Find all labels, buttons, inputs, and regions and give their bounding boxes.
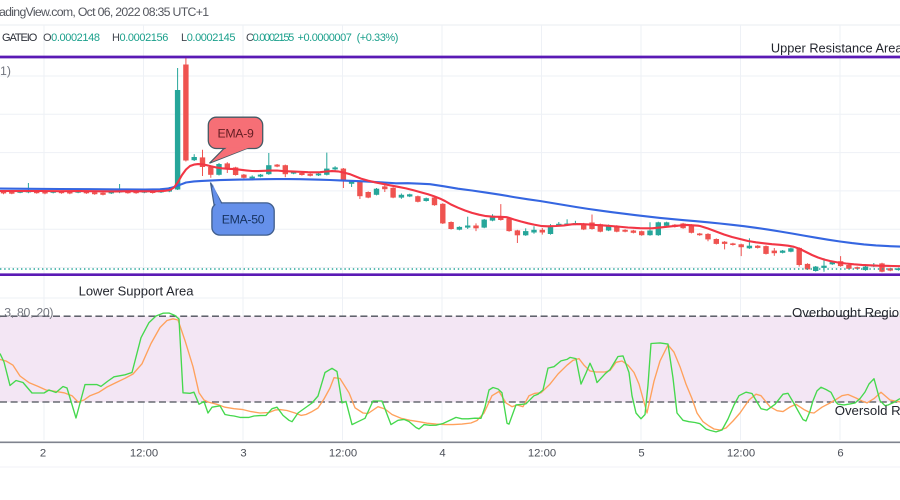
svg-text:12:00: 12:00 <box>528 448 556 460</box>
svg-text:Upper Resistance Area: Upper Resistance Area <box>771 40 900 55</box>
svg-text:5: 5 <box>638 448 644 460</box>
svg-text:2: 2 <box>40 448 46 460</box>
svg-text:EMA-50: EMA-50 <box>222 213 265 227</box>
svg-text:12:00: 12:00 <box>130 448 158 460</box>
svg-text:Overbought Region: Overbought Region <box>792 305 900 320</box>
svg-text:EMA-9: EMA-9 <box>217 127 254 141</box>
svg-text:Lower Support Area: Lower Support Area <box>79 284 195 299</box>
svg-text:, 3, 80, 20): , 3, 80, 20) <box>0 306 53 320</box>
svg-text:Oversold Re: Oversold Re <box>835 403 900 418</box>
svg-text:4: 4 <box>439 448 445 460</box>
svg-text:6: 6 <box>837 448 843 460</box>
svg-text:12:00: 12:00 <box>727 448 755 460</box>
svg-text:3: 3 <box>240 448 246 460</box>
svg-text:adingView.com, Oct 06, 2022 08: adingView.com, Oct 06, 2022 08:35 UTC+1 <box>0 5 209 19</box>
svg-text:1): 1) <box>0 64 11 78</box>
svg-text:12:00: 12:00 <box>329 448 357 460</box>
